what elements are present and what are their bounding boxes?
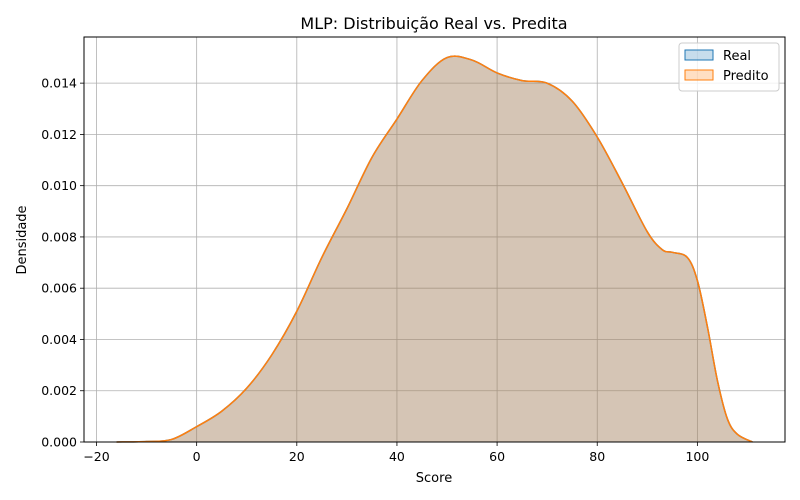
line-predito bbox=[116, 55, 753, 443]
plot-frame bbox=[83, 36, 786, 443]
chart-title: MLP: Distribuição Real vs. Predita bbox=[300, 14, 567, 33]
y-tick-label-1: 0.002 bbox=[41, 383, 77, 398]
y-ticks: 0.000 0.002 0.004 0.006 0.008 0.010 0.012 0.014 bbox=[41, 76, 84, 450]
y-tick-label-2: 0.004 bbox=[41, 332, 77, 347]
x-tick-label-2: 20 bbox=[289, 449, 305, 464]
area-real bbox=[116, 56, 753, 442]
legend-swatch-predito bbox=[684, 69, 714, 81]
y-axis-label: Densidade bbox=[15, 205, 30, 274]
x-tick-label-0: −20 bbox=[83, 449, 109, 464]
density-areas bbox=[116, 55, 753, 443]
x-axis-label: Score bbox=[416, 471, 452, 486]
y-tick-label-3: 0.006 bbox=[41, 281, 77, 296]
area-predito bbox=[116, 56, 753, 442]
legend-label-real: Real bbox=[723, 49, 751, 64]
x-tick-label-3: 40 bbox=[389, 449, 405, 464]
y-tick-label-0: 0.000 bbox=[41, 435, 77, 450]
legend: Real Predito bbox=[678, 42, 780, 92]
x-tick-label-1: 0 bbox=[193, 449, 201, 464]
y-tick-label-5: 0.010 bbox=[41, 178, 77, 193]
legend-items: Real Predito bbox=[684, 49, 769, 84]
legend-swatch-real bbox=[684, 49, 714, 61]
y-tick-label-4: 0.008 bbox=[41, 229, 77, 244]
legend-label-predito: Predito bbox=[723, 69, 769, 84]
y-tick-label-7: 0.014 bbox=[41, 76, 77, 91]
x-ticks: −20 0 20 40 60 80 100 bbox=[83, 442, 709, 464]
x-tick-label-4: 60 bbox=[489, 449, 505, 464]
legend-box bbox=[678, 42, 780, 92]
y-tick-label-6: 0.012 bbox=[41, 127, 77, 142]
x-tick-label-6: 100 bbox=[685, 449, 709, 464]
x-tick-label-5: 80 bbox=[589, 449, 605, 464]
